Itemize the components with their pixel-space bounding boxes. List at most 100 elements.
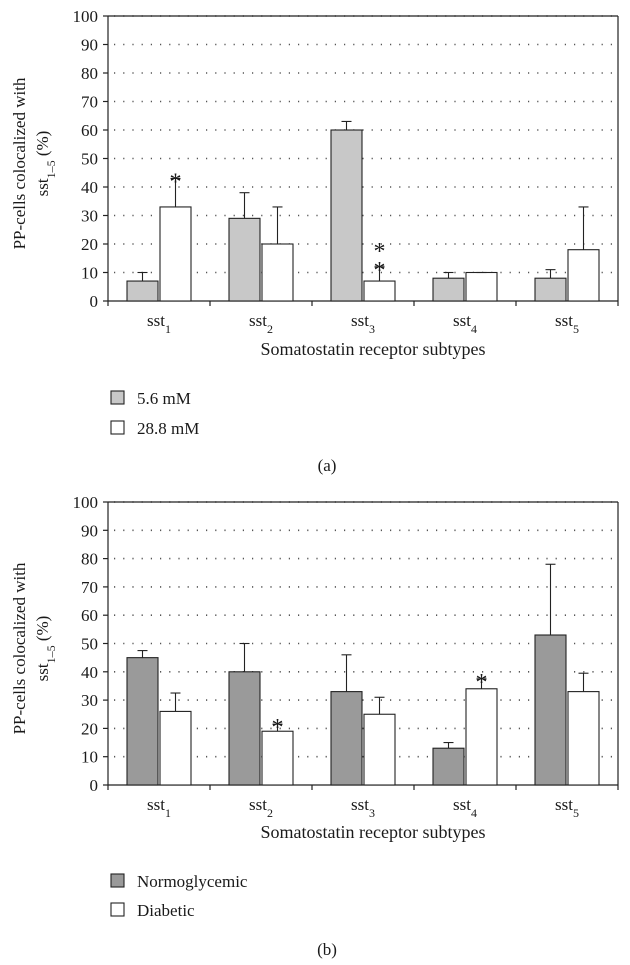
- bar: [126, 280, 159, 302]
- legend-swatch: [110, 420, 125, 435]
- x-tick-label-subscript: 5: [573, 322, 579, 336]
- bar: [534, 634, 567, 786]
- legend-label: Diabetic: [137, 901, 195, 920]
- x-tick-label-text: sst: [147, 311, 165, 330]
- bar: [126, 657, 159, 786]
- y-axis-label-line2: sst1–5 (%): [33, 616, 58, 682]
- x-tick-label-text: sst: [147, 795, 165, 814]
- y-tick-label: 60: [81, 606, 98, 625]
- y-axis-label-suffix: (%): [33, 616, 52, 646]
- y-tick-label: 80: [81, 64, 98, 83]
- y-tick-label: 90: [81, 36, 98, 55]
- bar: [330, 691, 363, 786]
- y-tick-label: 40: [81, 178, 98, 197]
- x-tick-label-subscript: 5: [573, 806, 579, 820]
- x-axis-label: Somatostatin receptor subtypes: [261, 822, 486, 842]
- x-tick-label-text: sst: [453, 795, 471, 814]
- y-tick-label: 50: [81, 635, 98, 654]
- bar: [228, 671, 261, 786]
- legend-swatch: [110, 873, 125, 888]
- y-axis-label-line1: PP-cells colocalized with: [10, 562, 29, 734]
- significance-mark: *: [374, 258, 386, 284]
- y-tick-label: 10: [81, 748, 98, 767]
- bar: [261, 243, 294, 302]
- bar: [330, 129, 363, 302]
- y-tick-label: 70: [81, 93, 98, 112]
- significance-mark: *: [272, 715, 284, 741]
- y-tick-label: 100: [73, 493, 99, 512]
- bar: [159, 710, 192, 786]
- x-tick-label: sst3: [351, 311, 375, 336]
- x-tick-label-subscript: 4: [471, 322, 477, 336]
- y-tick-label: 40: [81, 663, 98, 682]
- y-tick-label: 60: [81, 121, 98, 140]
- x-tick-label: sst5: [555, 311, 579, 336]
- y-axis-label-subscript: 1–5: [44, 160, 58, 178]
- bar: [363, 280, 396, 302]
- x-tick-label-subscript: 2: [267, 806, 273, 820]
- y-tick-label: 80: [81, 550, 98, 569]
- x-tick-label-text: sst: [249, 795, 267, 814]
- x-tick-label: sst4: [453, 795, 477, 820]
- y-axis-label-suffix: (%): [33, 131, 52, 161]
- y-tick-label: 70: [81, 578, 98, 597]
- significance-mark: *: [170, 169, 182, 195]
- x-tick-label: sst2: [249, 795, 273, 820]
- significance-mark: *: [374, 239, 386, 265]
- x-tick-label-text: sst: [555, 795, 573, 814]
- x-tick-label-text: sst: [453, 311, 471, 330]
- bar: [465, 688, 498, 786]
- x-tick-label: sst5: [555, 795, 579, 820]
- bar: [228, 217, 261, 302]
- y-tick-label: 50: [81, 150, 98, 169]
- y-tick-label: 0: [90, 292, 99, 311]
- y-tick-label: 20: [81, 719, 98, 738]
- y-axis-label-line1: PP-cells colocalized with: [10, 77, 29, 249]
- bar: [159, 206, 192, 302]
- y-tick-label: 90: [81, 521, 98, 540]
- y-tick-label: 30: [81, 207, 98, 226]
- x-tick-label: sst1: [147, 311, 171, 336]
- x-tick-label: sst1: [147, 795, 171, 820]
- y-tick-label: 10: [81, 264, 98, 283]
- significance-mark: *: [476, 670, 488, 696]
- x-tick-label: sst2: [249, 311, 273, 336]
- x-tick-label: sst3: [351, 795, 375, 820]
- x-tick-label-subscript: 4: [471, 806, 477, 820]
- x-tick-label-text: sst: [351, 311, 369, 330]
- legend-swatch: [110, 390, 125, 405]
- y-axis-label-line2: sst1–5 (%): [33, 131, 58, 197]
- x-tick-label-subscript: 3: [369, 806, 375, 820]
- y-tick-label: 100: [73, 7, 99, 26]
- bar: [363, 713, 396, 786]
- bar: [432, 277, 465, 302]
- y-axis-label-subscript: 1–5: [44, 645, 58, 663]
- x-tick-label-text: sst: [249, 311, 267, 330]
- x-tick-label: sst4: [453, 311, 477, 336]
- x-axis-label: Somatostatin receptor subtypes: [261, 339, 486, 359]
- x-tick-label-text: sst: [351, 795, 369, 814]
- x-tick-label-subscript: 1: [165, 322, 171, 336]
- legend-label: 5.6 mM: [137, 389, 191, 408]
- bar: [465, 271, 498, 302]
- legend-label: Normoglycemic: [137, 872, 248, 891]
- y-tick-label: 20: [81, 235, 98, 254]
- y-tick-label: 0: [90, 776, 99, 795]
- panel-label: (a): [318, 456, 337, 475]
- y-tick-label: 30: [81, 691, 98, 710]
- x-tick-label-text: sst: [555, 311, 573, 330]
- y-axis-label-text: sst: [33, 663, 52, 681]
- x-tick-label-subscript: 2: [267, 322, 273, 336]
- x-tick-label-subscript: 3: [369, 322, 375, 336]
- bar: [567, 249, 600, 302]
- bar: [567, 691, 600, 786]
- legend-label: 28.8 mM: [137, 419, 199, 438]
- legend-swatch: [110, 902, 125, 917]
- x-tick-label-subscript: 1: [165, 806, 171, 820]
- panel-label: (b): [317, 940, 337, 959]
- bar: [534, 277, 567, 302]
- y-axis-label-text: sst: [33, 178, 52, 196]
